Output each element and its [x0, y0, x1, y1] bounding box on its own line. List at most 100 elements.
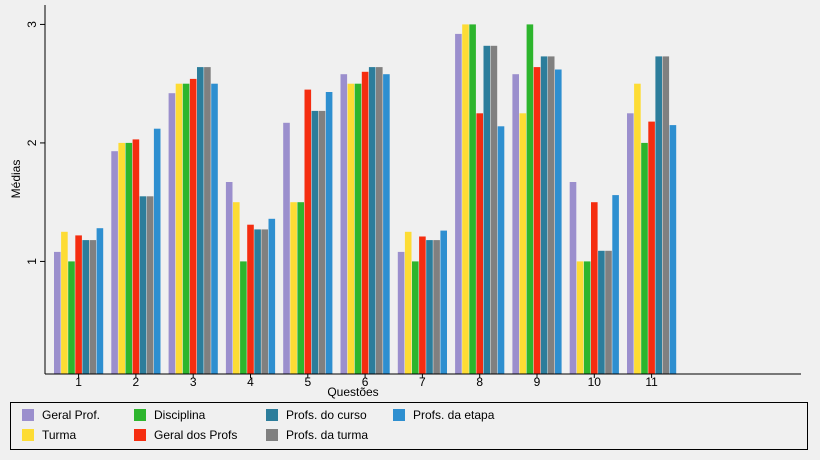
bar-4-series-4	[247, 224, 254, 374]
x-tick-label: 3	[190, 375, 197, 389]
bar-11-series-6	[662, 56, 670, 375]
bar-10-series-6	[605, 250, 612, 374]
bar-7-series-5	[426, 240, 433, 374]
bar-7-series-1	[397, 251, 405, 374]
bar-2-series-4	[132, 139, 140, 374]
bar-1-series-1	[54, 251, 61, 374]
legend-item: Profs. do curso	[266, 408, 367, 422]
legend-swatch	[393, 409, 405, 421]
bar-3-series-6	[204, 67, 211, 374]
bar-9-series-4	[533, 67, 541, 374]
bar-3-series-5	[197, 67, 204, 374]
legend-swatch	[134, 429, 146, 441]
legend-label: Profs. da turma	[286, 428, 369, 442]
x-tick-label: 8	[476, 375, 483, 389]
bar-9-series-2	[519, 113, 527, 375]
bar-1-series-7	[96, 228, 104, 374]
bar-10-series-3	[583, 261, 591, 374]
bar-9-series-6	[547, 56, 555, 375]
bar-1-series-3	[68, 261, 75, 374]
bar-7-series-3	[412, 261, 419, 374]
legend-swatch	[22, 429, 34, 441]
bar-11-series-1	[627, 113, 634, 375]
legend-item: Geral Prof.	[22, 408, 100, 422]
bar-1-series-5	[82, 240, 89, 374]
bar-1-series-4	[75, 235, 82, 374]
bar-1-series-6	[89, 240, 97, 374]
bar-8-series-7	[497, 126, 505, 374]
x-tick-label: 7	[419, 375, 426, 389]
bar-4-series-5	[254, 229, 261, 374]
legend: Geral Prof. Turma Disciplina Geral dos Prof…	[10, 402, 808, 450]
legend-swatch	[22, 409, 34, 421]
bar-3-series-7	[211, 83, 218, 374]
bar-3-series-2	[175, 83, 183, 374]
legend-item: Turma	[22, 428, 76, 442]
legend-label: Turma	[42, 428, 77, 442]
bar-8-series-3	[469, 24, 476, 375]
bar-5-series-5	[311, 110, 319, 375]
bar-10-series-1	[569, 182, 577, 374]
bar-1-series-2	[61, 231, 68, 374]
bar-4-series-6	[261, 229, 268, 374]
y-axis-label: Médias	[9, 160, 23, 199]
bar-3-series-3	[182, 83, 190, 374]
x-tick-label: 2	[133, 375, 140, 389]
bar-8-series-6	[490, 45, 498, 375]
bar-11-series-2	[634, 83, 641, 374]
legend-label: Profs. do curso	[286, 408, 367, 422]
y-tick-label: 1	[25, 258, 39, 265]
bar-6-series-5	[368, 67, 376, 374]
bar-8-series-4	[476, 113, 483, 375]
y-tick-label: 2	[25, 139, 39, 146]
bar-5-series-3	[297, 202, 304, 374]
legend-label: Geral Prof.	[42, 408, 101, 422]
bar-4-series-1	[225, 182, 233, 374]
legend-swatch	[266, 409, 278, 421]
x-tick-label: 6	[362, 375, 369, 389]
bar-5-series-7	[325, 92, 333, 374]
bar-6-series-4	[361, 71, 369, 375]
bar-6-series-1	[340, 74, 348, 374]
bar-6-series-3	[354, 83, 362, 374]
bar-2-series-7	[153, 128, 161, 374]
bar-7-series-7	[440, 230, 447, 374]
bar-10-series-2	[576, 261, 584, 374]
bar-11-series-4	[648, 121, 655, 374]
legend-label: Geral dos Profs	[154, 428, 238, 442]
legend-item: Disciplina	[134, 408, 205, 422]
bar-4-series-3	[240, 261, 247, 374]
bar-9-series-1	[512, 74, 519, 374]
bar-2-series-3	[125, 142, 133, 374]
legend-label: Profs. da etapa	[413, 408, 495, 422]
bar-2-series-5	[139, 196, 147, 375]
bar-11-series-7	[669, 125, 677, 374]
bar-2-series-6	[146, 196, 154, 375]
bar-9-series-5	[540, 56, 548, 375]
bar-4-series-2	[233, 202, 240, 374]
bar-10-series-4	[591, 202, 598, 374]
bar-10-series-7	[612, 195, 619, 374]
bar-6-series-2	[347, 83, 355, 374]
axes: 1 2 3 1 2 3 4 5 6 7 8 9 10 11	[25, 5, 801, 389]
bar-7-series-4	[419, 236, 426, 374]
bar-3-series-1	[168, 93, 176, 374]
bar-8-series-5	[483, 45, 491, 375]
bar-5-series-2	[290, 202, 297, 374]
legend-swatch	[134, 409, 146, 421]
bar-6-series-6	[376, 67, 383, 374]
y-tick-label: 3	[25, 21, 39, 28]
legend-swatch	[266, 429, 278, 441]
bar-2-series-1	[111, 151, 118, 374]
bar-7-series-6	[433, 240, 440, 374]
bar-5-series-4	[304, 89, 312, 374]
legend-item: Profs. da turma	[266, 428, 368, 442]
bar-5-series-6	[318, 110, 326, 375]
bar-2-series-2	[118, 142, 125, 374]
bar-3-series-4	[189, 78, 197, 375]
bar-11-series-3	[641, 142, 648, 374]
bar-9-series-3	[526, 24, 534, 375]
legend-item: Geral dos Profs	[134, 428, 237, 442]
bar-9-series-7	[555, 69, 562, 374]
